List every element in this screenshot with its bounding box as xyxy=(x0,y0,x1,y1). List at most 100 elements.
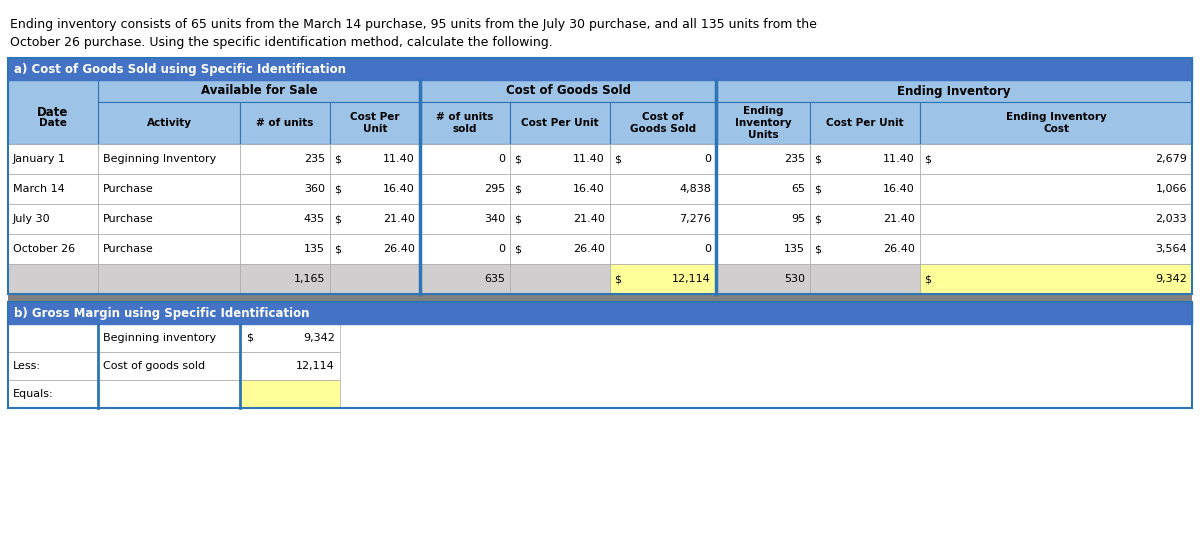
Text: 235: 235 xyxy=(784,154,805,164)
Text: Cost of Goods Sold: Cost of Goods Sold xyxy=(505,84,630,98)
Bar xyxy=(330,102,420,144)
Bar xyxy=(98,144,240,174)
Bar xyxy=(420,264,510,294)
Text: 95: 95 xyxy=(791,214,805,224)
Text: Activity: Activity xyxy=(146,118,192,128)
Bar xyxy=(510,174,610,204)
Bar xyxy=(240,204,330,234)
Bar xyxy=(240,102,330,144)
Bar xyxy=(716,204,810,234)
Text: $: $ xyxy=(514,214,521,224)
Bar xyxy=(330,264,420,294)
Bar xyxy=(8,144,98,174)
Text: 2,033: 2,033 xyxy=(1156,214,1187,224)
Text: $: $ xyxy=(814,244,821,254)
Bar xyxy=(240,234,330,264)
Text: 135: 135 xyxy=(304,244,325,254)
Text: # of units: # of units xyxy=(257,118,313,128)
Bar xyxy=(716,174,810,204)
Bar xyxy=(420,204,510,234)
Text: Ending Inventory: Ending Inventory xyxy=(898,84,1010,98)
Bar xyxy=(98,234,240,264)
Text: 3,564: 3,564 xyxy=(1156,244,1187,254)
Bar xyxy=(98,174,240,204)
Text: January 1: January 1 xyxy=(13,154,66,164)
Bar xyxy=(810,204,920,234)
Text: Cost of
Goods Sold: Cost of Goods Sold xyxy=(630,112,696,134)
Text: 635: 635 xyxy=(484,274,505,284)
Bar xyxy=(510,264,610,294)
Bar xyxy=(920,204,1192,234)
Bar xyxy=(98,204,240,234)
Bar xyxy=(420,234,510,264)
Bar xyxy=(610,144,716,174)
Text: 235: 235 xyxy=(304,154,325,164)
Text: $: $ xyxy=(246,333,253,343)
Text: $: $ xyxy=(924,154,931,164)
Bar xyxy=(716,264,810,294)
Bar xyxy=(240,264,330,294)
Bar xyxy=(8,264,98,294)
Bar xyxy=(810,174,920,204)
Text: 360: 360 xyxy=(304,184,325,194)
Text: Purchase: Purchase xyxy=(103,244,154,254)
Text: 16.40: 16.40 xyxy=(574,184,605,194)
Bar xyxy=(98,264,240,294)
Text: $: $ xyxy=(614,274,622,284)
Bar xyxy=(8,302,1192,408)
Text: $: $ xyxy=(814,154,821,164)
Text: a) Cost of Goods Sold using Specific Identification: a) Cost of Goods Sold using Specific Ide… xyxy=(14,63,346,76)
Bar xyxy=(420,102,510,144)
Text: Cost Per
Unit: Cost Per Unit xyxy=(350,112,400,134)
Text: 26.40: 26.40 xyxy=(883,244,916,254)
Bar xyxy=(8,102,98,144)
Text: Ending inventory consists of 65 units from the March 14 purchase, 95 units from : Ending inventory consists of 65 units fr… xyxy=(10,18,817,31)
Bar xyxy=(8,302,1192,324)
Text: Purchase: Purchase xyxy=(103,184,154,194)
Bar xyxy=(810,102,920,144)
Bar xyxy=(8,380,98,408)
Bar xyxy=(98,352,240,380)
Bar xyxy=(510,102,610,144)
Text: Equals:: Equals: xyxy=(13,389,54,399)
Bar xyxy=(240,352,340,380)
Bar xyxy=(8,80,98,124)
Bar xyxy=(330,204,420,234)
Text: 21.40: 21.40 xyxy=(383,214,415,224)
Bar xyxy=(610,204,716,234)
Bar xyxy=(810,264,920,294)
Text: 12,114: 12,114 xyxy=(672,274,710,284)
Text: $: $ xyxy=(814,214,821,224)
Text: 16.40: 16.40 xyxy=(383,184,415,194)
Text: $: $ xyxy=(334,244,341,254)
Text: Less:: Less: xyxy=(13,361,41,371)
Bar xyxy=(920,144,1192,174)
Text: 21.40: 21.40 xyxy=(574,214,605,224)
Text: 21.40: 21.40 xyxy=(883,214,916,224)
Text: October 26 purchase. Using the specific identification method, calculate the fol: October 26 purchase. Using the specific … xyxy=(10,36,553,49)
Bar xyxy=(510,144,610,174)
Bar xyxy=(8,174,98,204)
Text: March 14: March 14 xyxy=(13,184,65,194)
Bar xyxy=(920,264,1192,294)
Text: 12,114: 12,114 xyxy=(296,361,335,371)
Text: 0: 0 xyxy=(498,154,505,164)
Text: $: $ xyxy=(334,184,341,194)
Text: $: $ xyxy=(514,184,521,194)
Bar xyxy=(98,380,240,408)
Text: 1,066: 1,066 xyxy=(1156,184,1187,194)
Text: July 30: July 30 xyxy=(13,214,50,224)
Bar xyxy=(8,294,1192,302)
Bar xyxy=(510,204,610,234)
Bar xyxy=(716,144,810,174)
Bar xyxy=(420,80,716,102)
Text: 295: 295 xyxy=(484,184,505,194)
Text: Ending Inventory
Cost: Ending Inventory Cost xyxy=(1006,112,1106,134)
Text: Purchase: Purchase xyxy=(103,214,154,224)
Bar xyxy=(810,234,920,264)
Text: $: $ xyxy=(514,154,521,164)
Bar xyxy=(920,234,1192,264)
Text: $: $ xyxy=(334,154,341,164)
Bar xyxy=(716,80,1192,102)
Bar xyxy=(810,144,920,174)
